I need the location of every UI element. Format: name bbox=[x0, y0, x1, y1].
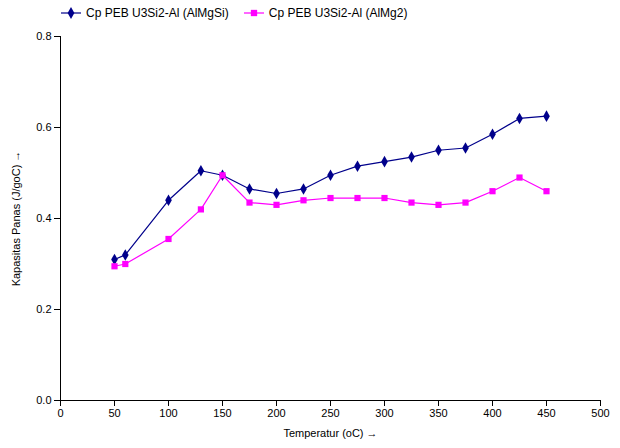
svg-text:450: 450 bbox=[537, 407, 555, 419]
svg-text:0.0: 0.0 bbox=[36, 394, 51, 406]
html-text:Cp PEB U3Si2-Al (AlMgSi): Cp PEB U3Si2-Al (AlMgSi) bbox=[86, 6, 229, 20]
svg-text:400: 400 bbox=[483, 407, 501, 419]
svg-text:50: 50 bbox=[108, 407, 120, 419]
svg-text:0.8: 0.8 bbox=[36, 30, 51, 42]
svg-text:100: 100 bbox=[159, 407, 177, 419]
svg-text:Kapasitas Panas (J/goC) →: Kapasitas Panas (J/goC) → bbox=[10, 151, 22, 287]
svg-text:350: 350 bbox=[429, 407, 447, 419]
svg-text:0.6: 0.6 bbox=[36, 121, 51, 133]
svg-text:200: 200 bbox=[267, 407, 285, 419]
svg-text:500: 500 bbox=[591, 407, 609, 419]
svg-text:300: 300 bbox=[375, 407, 393, 419]
svg-text:Temperatur (oC) →: Temperatur (oC) → bbox=[283, 427, 377, 439]
svg-text:0.2: 0.2 bbox=[36, 303, 51, 315]
svg-text:0.4: 0.4 bbox=[36, 212, 51, 224]
html-text:Cp PEB U3Si2-Al (AlMg2): Cp PEB U3Si2-Al (AlMg2) bbox=[268, 6, 408, 20]
svg-text:0: 0 bbox=[57, 407, 63, 419]
svg-text:250: 250 bbox=[321, 407, 339, 419]
svg-text:150: 150 bbox=[213, 407, 231, 419]
